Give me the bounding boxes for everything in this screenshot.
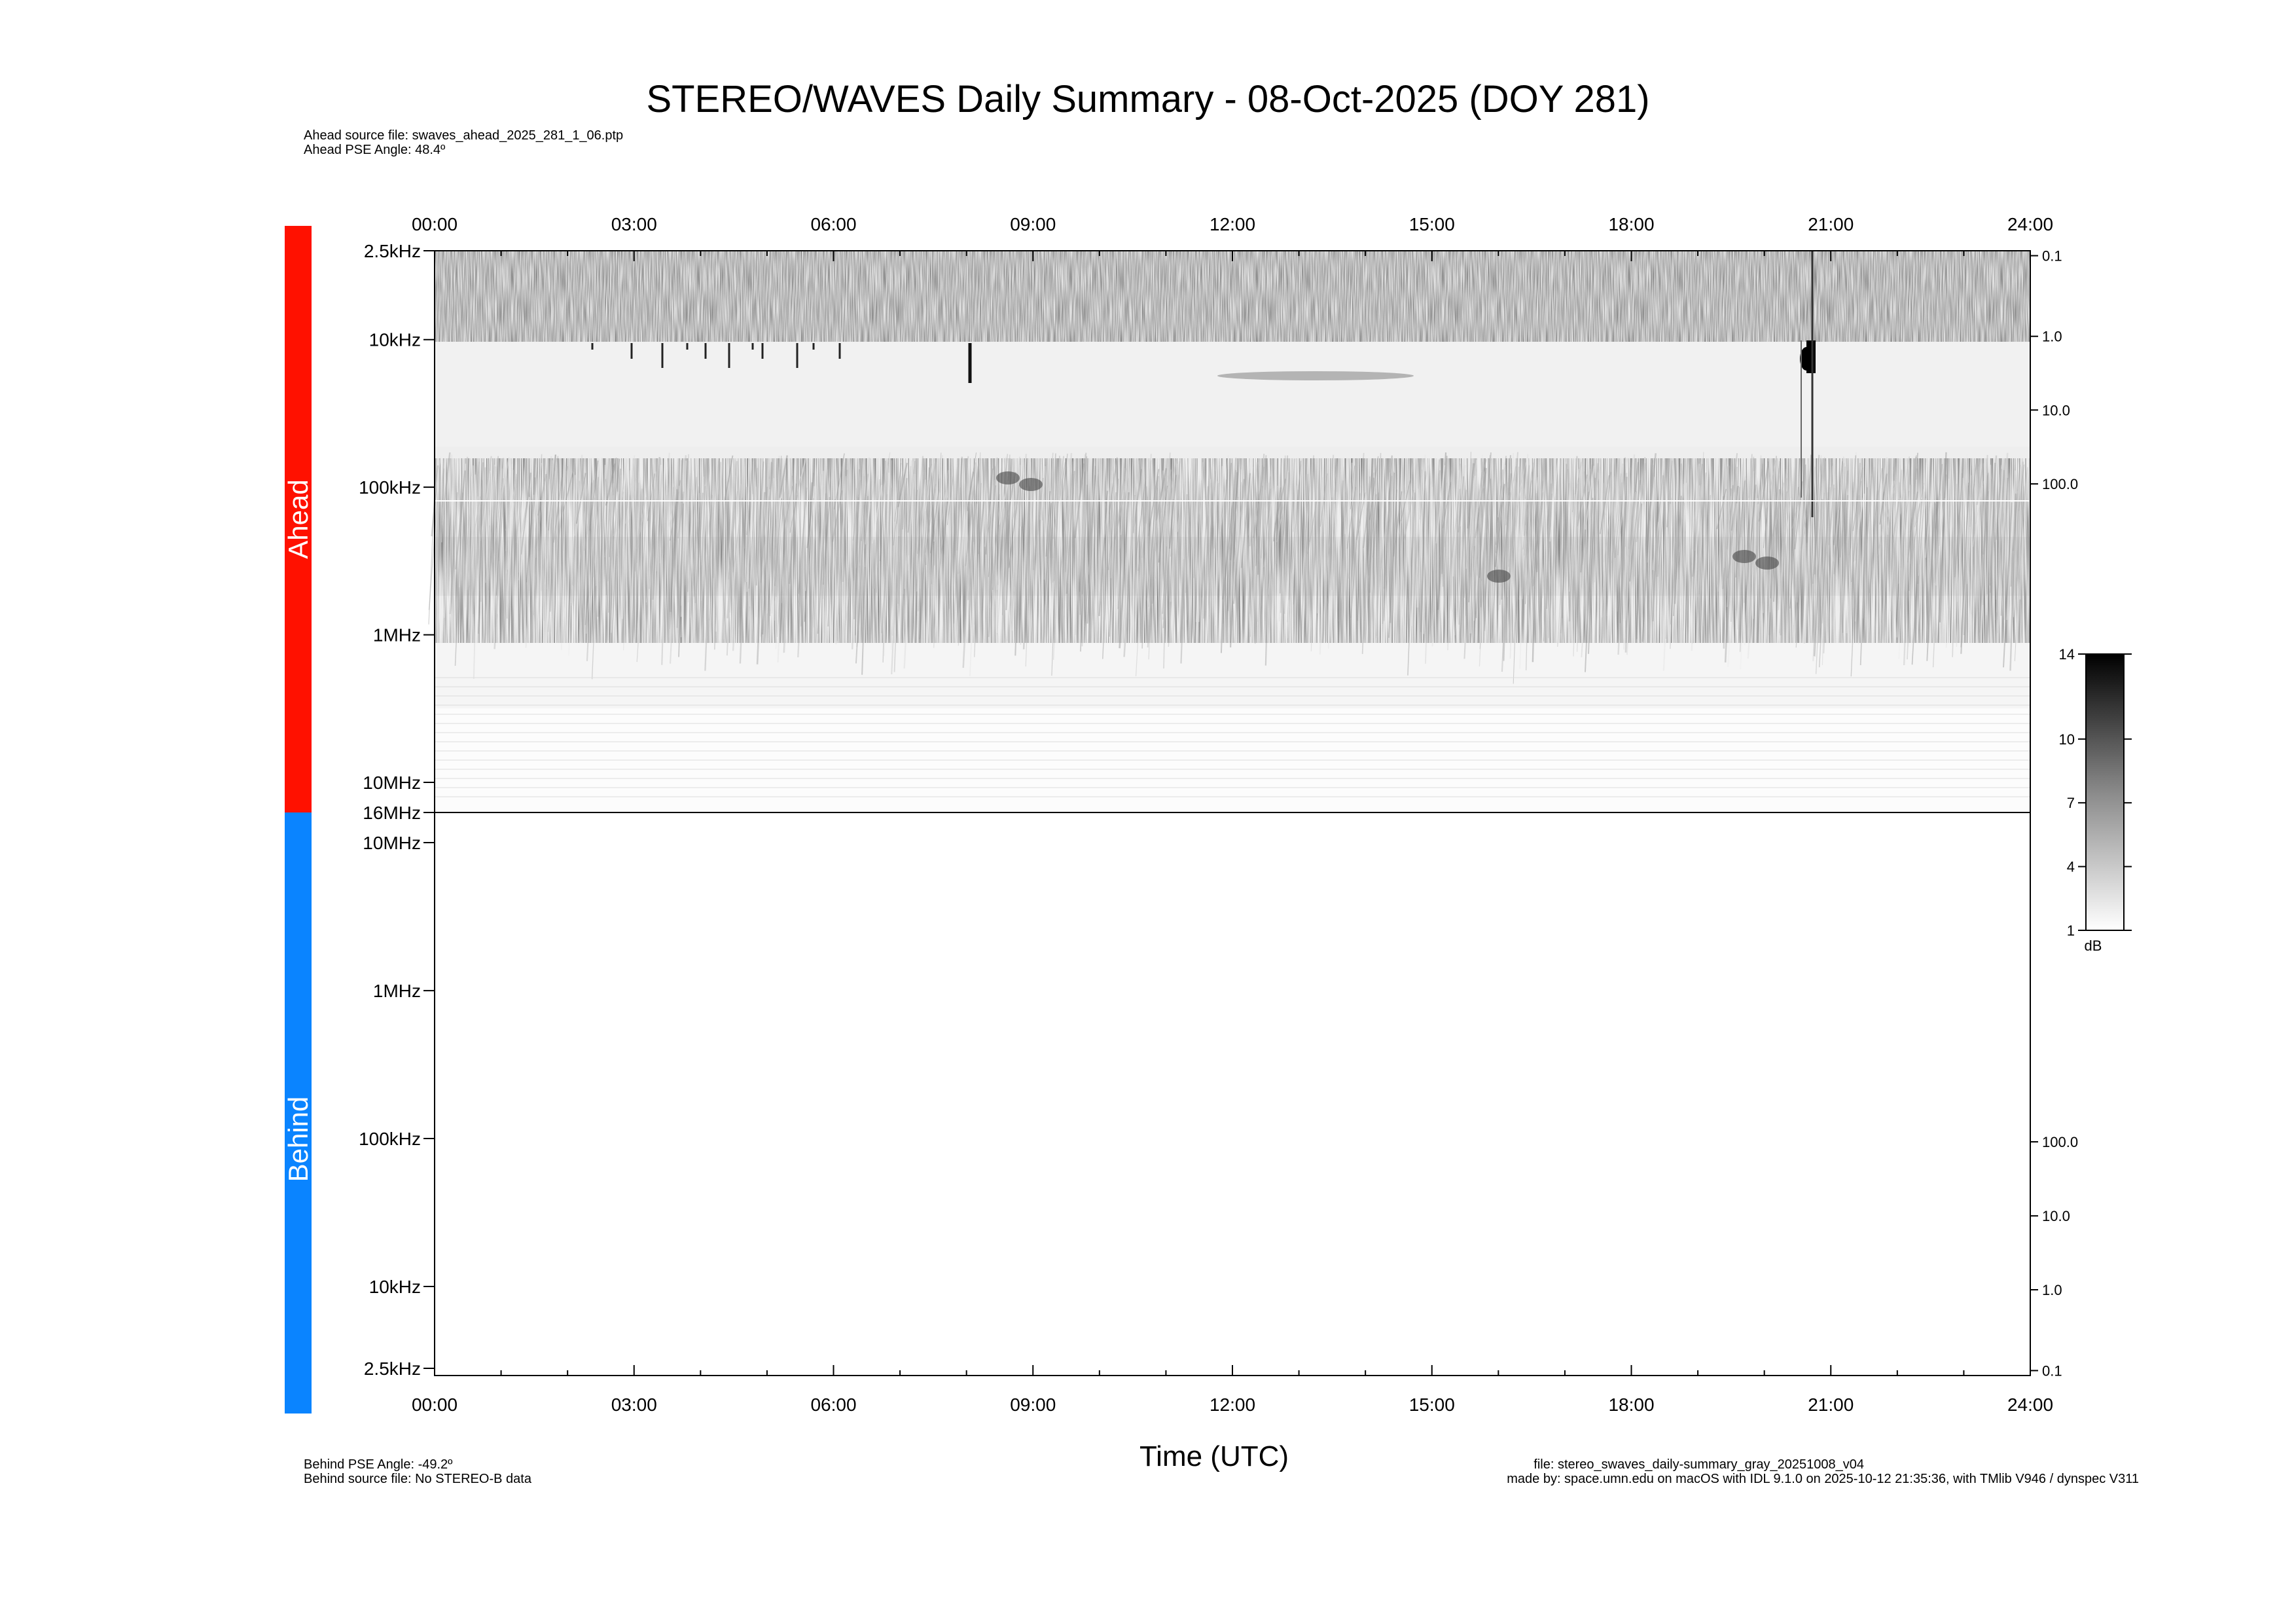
y-tick-label: 1MHz: [373, 981, 421, 1001]
behind-bar-label: Behind: [283, 1097, 314, 1182]
y-tick-label: 10MHz: [363, 833, 421, 853]
behind-source-file: Behind source file: No STEREO-B data: [304, 1472, 531, 1486]
y-tick-label: 16MHz: [363, 803, 421, 823]
behind-info: Behind PSE Angle: -49.2º Behind source f…: [304, 1457, 531, 1486]
right-tick-label: 0.1: [2042, 1362, 2062, 1379]
right-tick-label: 1.0: [2042, 1282, 2062, 1298]
ahead-bar-label: Ahead: [283, 479, 314, 558]
x-tick-top-label: 21:00: [1808, 214, 1854, 234]
y-tick-label: 10MHz: [363, 773, 421, 793]
x-tick-bottom-label: 00:00: [412, 1395, 457, 1415]
colorbar-tick-label: 1: [2067, 922, 2075, 939]
x-tick-bottom-label: 12:00: [1210, 1395, 1255, 1415]
x-tick-bottom-label: 18:00: [1608, 1395, 1654, 1415]
y-tick-label: 1MHz: [373, 625, 421, 646]
y-tick-label: 100kHz: [359, 1129, 421, 1149]
x-tick-top-label: 06:00: [810, 214, 856, 234]
chart-title: STEREO/WAVES Daily Summary - 08-Oct-2025…: [646, 78, 1650, 120]
x-tick-top-label: 18:00: [1608, 214, 1654, 234]
x-tick-top-label: 03:00: [611, 214, 657, 234]
x-tick-bottom-label: 03:00: [611, 1395, 657, 1415]
right-tick-label: 100.0: [2042, 1134, 2078, 1150]
y-tick-label: 10kHz: [369, 1277, 421, 1297]
ahead-source-file: Ahead source file: swaves_ahead_2025_281…: [304, 128, 624, 143]
footer-made-by: made by: space.umn.edu on macOS with IDL…: [1507, 1472, 2139, 1486]
y-tick-label: 10kHz: [369, 330, 421, 350]
colorbar: 14 10 7 4 1 dB: [2059, 646, 2132, 954]
y-tick-label: 2.5kHz: [364, 241, 421, 261]
behind-panel-frame: [434, 812, 2031, 1376]
x-tick-top-label: 12:00: [1210, 214, 1255, 234]
colorbar-unit: dB: [2085, 938, 2102, 954]
x-tick-top-label: 00:00: [412, 214, 457, 234]
x-tick-top-label: 15:00: [1409, 214, 1455, 234]
x-axis-title: Time (UTC): [1139, 1440, 1289, 1472]
x-tick-bottom-label: 24:00: [2007, 1395, 2053, 1415]
footer-file: file: stereo_swaves_daily-summary_gray_2…: [1534, 1457, 1864, 1472]
x-tick-bottom-label: 15:00: [1409, 1395, 1455, 1415]
right-tick-label: 10.0: [2042, 1208, 2070, 1224]
ahead-pse-angle: Ahead PSE Angle: 48.4º: [304, 143, 446, 157]
x-tick-top-label: 09:00: [1010, 214, 1056, 234]
ahead-spectrogram: [428, 251, 2030, 812]
x-tick-bottom-label: 06:00: [810, 1395, 856, 1415]
right-tick-label: 100.0: [2042, 476, 2078, 492]
y-tick-label: 2.5kHz: [364, 1359, 421, 1379]
behind-bar: [285, 812, 312, 1413]
x-tick-top-label: 24:00: [2007, 214, 2053, 234]
behind-pse-angle: Behind PSE Angle: -49.2º: [304, 1457, 453, 1472]
y-tick-label: 100kHz: [359, 477, 421, 498]
colorbar-tick-label: 4: [2067, 859, 2075, 875]
right-tick-label: 0.1: [2042, 248, 2062, 264]
colorbar-tick-label: 7: [2067, 795, 2075, 811]
x-tick-bottom-label: 09:00: [1010, 1395, 1056, 1415]
x-tick-bottom-label: 21:00: [1808, 1395, 1854, 1415]
right-tick-label: 1.0: [2042, 329, 2062, 345]
colorbar-tick-label: 14: [2059, 646, 2075, 663]
right-tick-label: 10.0: [2042, 402, 2070, 418]
colorbar-tick-label: 10: [2059, 731, 2075, 748]
ahead-info: Ahead source file: swaves_ahead_2025_281…: [304, 128, 623, 157]
footer-info: file: stereo_swaves_daily-summary_gray_2…: [1507, 1457, 2139, 1486]
ahead-bar: [285, 226, 312, 812]
